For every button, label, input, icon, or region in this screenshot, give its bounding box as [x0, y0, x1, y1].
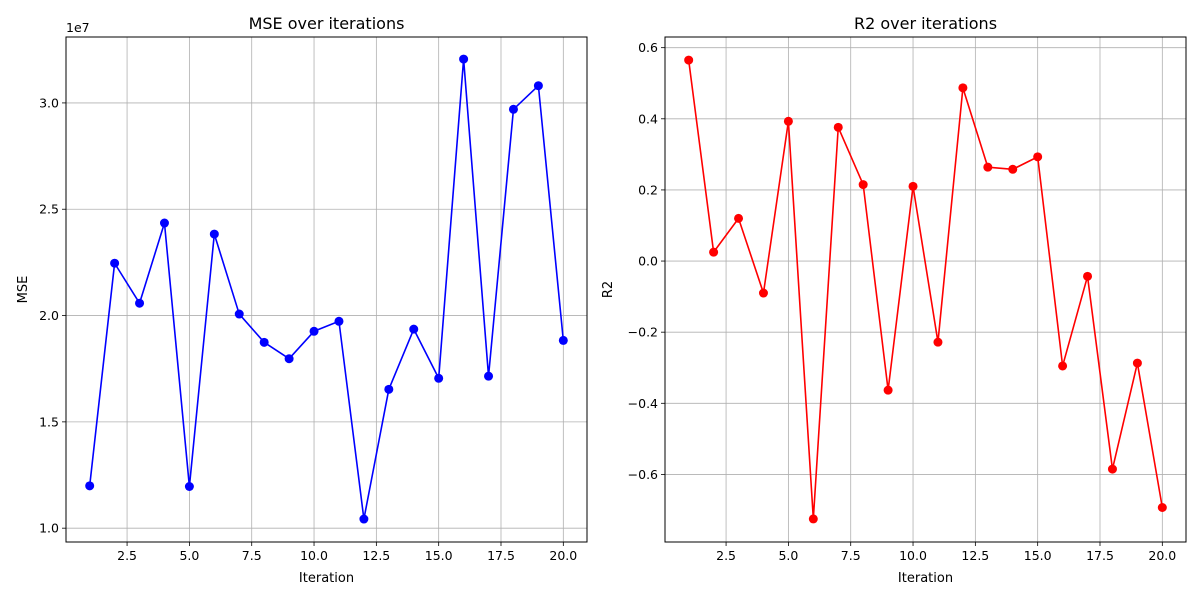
r2-plot-frame — [664, 36, 1187, 543]
r2-data-point — [1033, 152, 1043, 162]
mse-x-tick-label: 15.0 — [425, 548, 453, 563]
r2-chart-panel: 2.5 5.0 7.5 10.0 12.5 15.0 17.5 20.0 −0.6 −0.4 −0.… — [601, 14, 1187, 586]
mse-x-tick-label: 7.5 — [242, 548, 262, 563]
mse-y-axis-label: MSE — [16, 276, 31, 304]
r2-ticks: 2.5 5.0 7.5 10.0 12.5 15.0 17.5 20.0 −0.6 −0.4 −0.… — [628, 40, 1177, 563]
mse-plot-frame — [65, 36, 588, 543]
mse-data-point — [135, 298, 145, 308]
mse-data-point — [409, 324, 419, 334]
r2-data-point — [1058, 361, 1068, 371]
mse-ticks: 2.5 5.0 7.5 10.0 12.5 15.0 17.5 20.0 1.0 1.5 2.0 2.… — [39, 95, 577, 563]
mse-series — [85, 54, 568, 524]
r2-x-tick-label: 15.0 — [1024, 548, 1052, 563]
r2-series — [684, 55, 1167, 524]
r2-data-point — [684, 55, 694, 65]
r2-data-point — [734, 213, 744, 223]
r2-data-point — [758, 288, 768, 298]
r2-y-tick-label: 0.0 — [638, 254, 658, 269]
r2-series-line — [687, 60, 1164, 520]
mse-grid — [66, 37, 587, 542]
r2-x-tick-label: 7.5 — [841, 548, 861, 563]
mse-data-point — [110, 258, 120, 268]
mse-x-tick-label: 10.0 — [300, 548, 328, 563]
mse-data-point — [533, 81, 543, 91]
r2-data-point — [858, 180, 868, 190]
r2-data-point — [1083, 271, 1093, 281]
mse-x-axis-label: Iteration — [299, 571, 354, 586]
mse-data-point — [309, 326, 319, 336]
mse-data-point — [508, 104, 518, 114]
mse-data-point — [209, 229, 219, 239]
r2-y-tick-label: −0.4 — [628, 396, 658, 411]
mse-x-tick-label: 20.0 — [549, 548, 577, 563]
mse-series-line — [88, 58, 565, 520]
mse-data-point — [159, 218, 169, 228]
r2-data-point — [808, 514, 818, 524]
r2-data-point — [1132, 358, 1142, 368]
r2-data-point — [1008, 164, 1018, 174]
r2-data-point — [1157, 503, 1167, 513]
mse-y-tick-label: 2.5 — [39, 202, 59, 217]
mse-data-point — [459, 54, 469, 64]
r2-x-tick-label: 2.5 — [716, 548, 736, 563]
mse-data-point — [259, 337, 269, 347]
mse-x-tick-label: 12.5 — [362, 548, 390, 563]
r2-data-point — [709, 247, 719, 257]
mse-x-tick-label: 2.5 — [117, 548, 137, 563]
mse-y-tick-label: 3.0 — [39, 95, 59, 110]
r2-y-tick-label: −0.6 — [628, 467, 658, 482]
mse-y-tick-label: 1.5 — [39, 414, 59, 429]
mse-data-point — [384, 384, 394, 394]
r2-x-tick-label: 10.0 — [899, 548, 927, 563]
mse-data-point — [558, 335, 568, 345]
mse-data-point — [85, 481, 95, 491]
r2-y-tick-label: 0.2 — [638, 182, 658, 197]
r2-data-point — [833, 122, 843, 132]
r2-data-point — [908, 181, 918, 191]
mse-data-point — [334, 316, 344, 326]
r2-x-tick-label: 12.5 — [961, 548, 989, 563]
r2-y-axis-label: R2 — [601, 281, 616, 298]
r2-data-point — [883, 385, 893, 395]
r2-x-tick-label: 17.5 — [1086, 548, 1114, 563]
r2-y-tick-label: 0.6 — [638, 40, 658, 55]
mse-x-tick-label: 5.0 — [179, 548, 199, 563]
r2-data-point — [783, 116, 793, 126]
r2-data-point — [983, 162, 993, 172]
r2-y-tick-label: 0.4 — [638, 111, 658, 126]
mse-data-point — [234, 309, 244, 319]
mse-y-tick-label: 1.0 — [39, 521, 59, 536]
mse-data-point — [434, 373, 444, 383]
r2-x-tick-label: 20.0 — [1148, 548, 1176, 563]
r2-x-axis-label: Iteration — [898, 571, 953, 586]
r2-y-tick-label: −0.2 — [628, 325, 658, 340]
mse-data-point — [284, 354, 294, 364]
mse-data-point — [359, 514, 369, 524]
r2-chart-title: R2 over iterations — [854, 14, 997, 33]
r2-data-point — [1107, 464, 1117, 474]
r2-x-tick-label: 5.0 — [778, 548, 798, 563]
r2-data-point — [958, 83, 968, 93]
mse-x-tick-label: 17.5 — [487, 548, 515, 563]
mse-data-point — [184, 482, 194, 492]
mse-chart-title: MSE over iterations — [249, 14, 405, 33]
mse-chart-panel: 2.5 5.0 7.5 10.0 12.5 15.0 17.5 20.0 1.0 1.5 2.0 2.… — [16, 14, 588, 586]
r2-data-point — [933, 337, 943, 347]
r2-grid — [665, 37, 1186, 542]
mse-y-tick-label: 2.0 — [39, 308, 59, 323]
mse-y-offset-label: 1e7 — [66, 20, 90, 35]
mse-data-point — [484, 371, 494, 381]
